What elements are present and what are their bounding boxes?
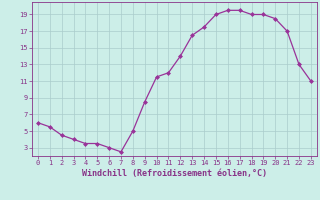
X-axis label: Windchill (Refroidissement éolien,°C): Windchill (Refroidissement éolien,°C): [82, 169, 267, 178]
